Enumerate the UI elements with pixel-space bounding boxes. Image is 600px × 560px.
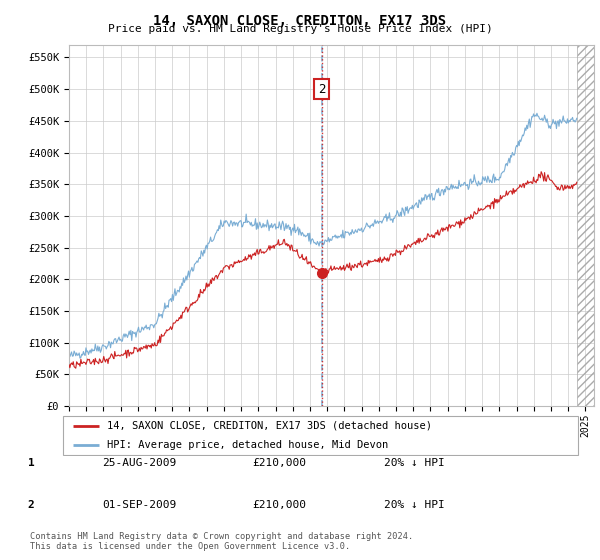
Text: 14, SAXON CLOSE, CREDITON, EX17 3DS: 14, SAXON CLOSE, CREDITON, EX17 3DS bbox=[154, 14, 446, 28]
Text: 20% ↓ HPI: 20% ↓ HPI bbox=[384, 500, 445, 510]
Text: 14, SAXON CLOSE, CREDITON, EX17 3DS (detached house): 14, SAXON CLOSE, CREDITON, EX17 3DS (det… bbox=[107, 421, 432, 431]
Text: £210,000: £210,000 bbox=[252, 458, 306, 468]
Text: Contains HM Land Registry data © Crown copyright and database right 2024.
This d: Contains HM Land Registry data © Crown c… bbox=[30, 532, 413, 552]
Text: HPI: Average price, detached house, Mid Devon: HPI: Average price, detached house, Mid … bbox=[107, 440, 388, 450]
Text: 25-AUG-2009: 25-AUG-2009 bbox=[102, 458, 176, 468]
Text: £210,000: £210,000 bbox=[252, 500, 306, 510]
Text: 2: 2 bbox=[318, 83, 325, 96]
Text: 01-SEP-2009: 01-SEP-2009 bbox=[102, 500, 176, 510]
Text: Price paid vs. HM Land Registry's House Price Index (HPI): Price paid vs. HM Land Registry's House … bbox=[107, 24, 493, 34]
Text: 20% ↓ HPI: 20% ↓ HPI bbox=[384, 458, 445, 468]
Text: 2: 2 bbox=[28, 500, 35, 510]
FancyBboxPatch shape bbox=[62, 416, 578, 455]
Text: 1: 1 bbox=[28, 458, 35, 468]
